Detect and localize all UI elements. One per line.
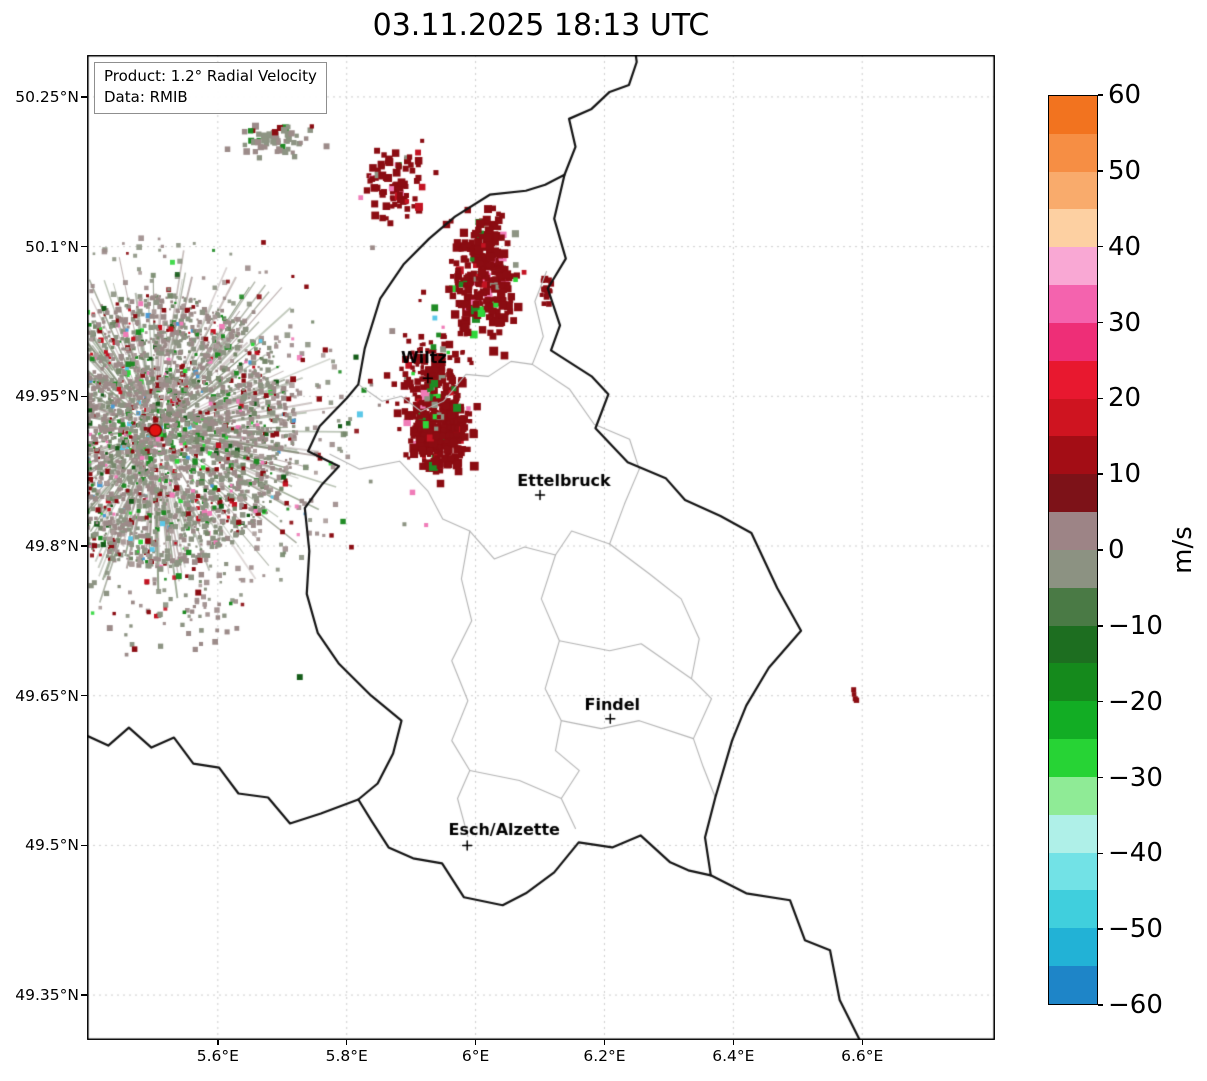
y-tick-label: 49.5°N xyxy=(25,836,79,855)
colorbar-tick-mark xyxy=(1098,852,1103,855)
colorbar-tick-mark xyxy=(1098,245,1103,248)
colorbar-segment xyxy=(1049,701,1097,740)
colorbar-unit-label: m/s xyxy=(1168,526,1198,574)
y-tick-label: 49.95°N xyxy=(15,387,79,406)
colorbar-segment xyxy=(1049,776,1097,815)
colorbar-segment xyxy=(1049,285,1097,323)
axis-tick-mark xyxy=(81,844,87,847)
colorbar-tick-label: 50 xyxy=(1108,155,1142,186)
legend-data-line: Data: RMIB xyxy=(104,88,188,106)
colorbar-tick-mark xyxy=(1098,776,1103,779)
colorbar-tick-mark xyxy=(1098,321,1103,324)
colorbar-segment xyxy=(1049,322,1097,361)
axis-tick-mark xyxy=(603,1040,606,1045)
colorbar-segment xyxy=(1049,436,1097,475)
legend-box: Product: 1.2° Radial Velocity Data: RMIB xyxy=(94,62,327,114)
colorbar-segment xyxy=(1049,890,1097,929)
colorbar-tick-label: −50 xyxy=(1108,914,1163,945)
colorbar-tick-label: −20 xyxy=(1108,686,1163,717)
colorbar-segment xyxy=(1049,96,1097,134)
colorbar-segment xyxy=(1049,663,1097,702)
axis-tick-mark xyxy=(861,1040,863,1045)
axis-tick-mark xyxy=(474,1040,477,1045)
colorbar-tick-label: −10 xyxy=(1108,610,1163,641)
axis-tick-mark xyxy=(81,245,87,248)
axis-tick-mark xyxy=(81,545,87,547)
colorbar-tick-mark xyxy=(1098,928,1103,930)
axis-tick-mark xyxy=(732,1040,735,1045)
colorbar-segment xyxy=(1049,398,1097,437)
colorbar-segment xyxy=(1049,133,1097,172)
axis-tick-mark xyxy=(346,1040,348,1045)
colorbar-segment xyxy=(1049,474,1097,513)
colorbar-tick-label: −40 xyxy=(1108,838,1163,869)
figure-title: 03.11.2025 18:13 UTC xyxy=(372,8,710,43)
colorbar-segment xyxy=(1049,360,1097,399)
colorbar-segment xyxy=(1049,852,1097,891)
colorbar-segment xyxy=(1049,625,1097,664)
y-tick-label: 49.65°N xyxy=(15,686,79,705)
y-tick-label: 50.1°N xyxy=(25,237,79,256)
colorbar xyxy=(1048,95,1098,1005)
colorbar-tick-mark xyxy=(1098,473,1103,475)
colorbar-tick-label: −30 xyxy=(1108,762,1163,793)
colorbar-tick-label: 60 xyxy=(1108,80,1142,110)
colorbar-segment xyxy=(1049,928,1097,967)
x-tick-label: 5.8°E xyxy=(325,1047,368,1065)
colorbar-tick-mark xyxy=(1098,397,1103,400)
colorbar-segment xyxy=(1049,247,1097,286)
colorbar-tick-label: 30 xyxy=(1108,307,1142,338)
legend-product-line: Product: 1.2° Radial Velocity xyxy=(104,67,317,85)
x-tick-label: 6.4°E xyxy=(712,1047,755,1065)
x-tick-label: 6°E xyxy=(461,1047,490,1065)
colorbar-tick-mark xyxy=(1098,549,1103,551)
colorbar-segment xyxy=(1049,966,1097,1004)
colorbar-tick-mark xyxy=(1098,1004,1103,1006)
y-tick-label: 50.25°N xyxy=(15,87,79,106)
map-plot: Product: 1.2° Radial Velocity Data: RMIB xyxy=(87,55,995,1040)
axis-tick-mark xyxy=(217,1040,219,1045)
colorbar-tick-mark xyxy=(1098,625,1103,627)
colorbar-tick-label: −60 xyxy=(1108,990,1163,1020)
colorbar-segment xyxy=(1049,549,1097,588)
colorbar-segment xyxy=(1049,209,1097,248)
colorbar-segment xyxy=(1049,739,1097,777)
colorbar-tick-mark xyxy=(1098,700,1103,703)
axis-tick-mark xyxy=(81,96,87,98)
colorbar-segment xyxy=(1049,171,1097,210)
colorbar-tick-mark xyxy=(1098,170,1103,172)
colorbar-segment xyxy=(1049,587,1097,626)
colorbar-tick-label: 20 xyxy=(1108,383,1142,414)
x-tick-label: 6.6°E xyxy=(841,1047,884,1065)
colorbar-tick-label: 10 xyxy=(1108,459,1142,490)
colorbar-tick-label: 40 xyxy=(1108,231,1142,262)
x-tick-label: 6.2°E xyxy=(583,1047,626,1065)
axis-tick-mark xyxy=(81,694,87,697)
axis-tick-mark xyxy=(81,395,87,397)
x-tick-label: 5.6°E xyxy=(196,1047,239,1065)
colorbar-segment xyxy=(1049,814,1097,853)
colorbar-tick-mark xyxy=(1098,94,1103,96)
colorbar-segment xyxy=(1049,512,1097,550)
y-tick-label: 49.35°N xyxy=(15,986,79,1005)
axis-tick-mark xyxy=(81,994,87,996)
radar-map-canvas xyxy=(87,55,995,1040)
colorbar-tick-label: 0 xyxy=(1108,535,1125,565)
y-tick-label: 49.8°N xyxy=(25,537,79,555)
